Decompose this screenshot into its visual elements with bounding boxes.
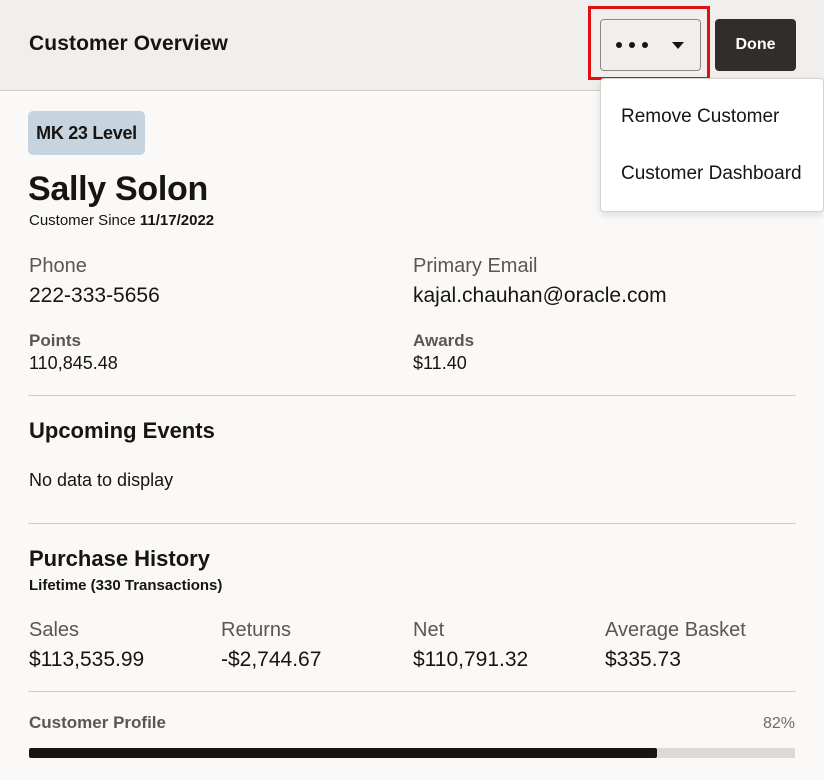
customer-since: Customer Since 11/17/2022 — [29, 212, 214, 229]
more-horizontal-icon — [616, 42, 648, 48]
phone-label: Phone — [29, 255, 87, 277]
upcoming-events-empty: No data to display — [29, 470, 174, 490]
awards-label: Awards — [413, 331, 475, 350]
done-button[interactable]: Done — [715, 19, 796, 71]
points-label: Points — [29, 331, 81, 350]
sales-label: Sales — [29, 619, 80, 641]
average-basket-value: $335.73 — [605, 648, 681, 671]
customer-profile-percent: 82% — [762, 715, 795, 732]
upcoming-events-title: Upcoming Events — [29, 418, 215, 443]
returns-label: Returns — [221, 619, 292, 641]
more-actions-button[interactable] — [600, 19, 701, 71]
divider — [28, 523, 796, 524]
customer-name: Sally Solon — [28, 170, 208, 208]
menu-item-customer-dashboard[interactable]: Customer Dashboard — [621, 163, 802, 184]
actions-menu: Remove Customer Customer Dashboard — [600, 78, 824, 212]
menu-item-remove-customer[interactable]: Remove Customer — [621, 106, 780, 127]
divider — [28, 395, 796, 396]
customer-since-date: 11/17/2022 — [139, 212, 215, 229]
caret-down-icon — [672, 42, 684, 49]
email-label: Primary Email — [413, 255, 538, 277]
purchase-history-subtitle: Lifetime (330 Transactions) — [29, 577, 223, 594]
level-badge: MK 23 Level — [28, 111, 145, 155]
phone-value: 222-333-5656 — [29, 284, 160, 307]
points-value: 110,845.48 — [29, 353, 118, 373]
email-value: kajal.chauhan@oracle.com — [413, 284, 667, 307]
sales-value: $113,535.99 — [29, 648, 145, 671]
customer-profile-progress — [29, 748, 795, 758]
net-value: $110,791.32 — [413, 648, 529, 671]
customer-profile-progress-fill — [29, 748, 658, 758]
average-basket-label: Average Basket — [605, 619, 746, 641]
awards-value: $11.40 — [413, 353, 467, 373]
purchase-history-title: Purchase History — [29, 546, 210, 571]
page-title: Customer Overview — [29, 32, 228, 55]
customer-profile-label: Customer Profile — [29, 713, 166, 732]
returns-value: -$2,744.67 — [221, 648, 322, 671]
net-label: Net — [413, 619, 445, 641]
divider — [28, 691, 796, 692]
customer-since-label: Customer Since — [29, 212, 136, 229]
